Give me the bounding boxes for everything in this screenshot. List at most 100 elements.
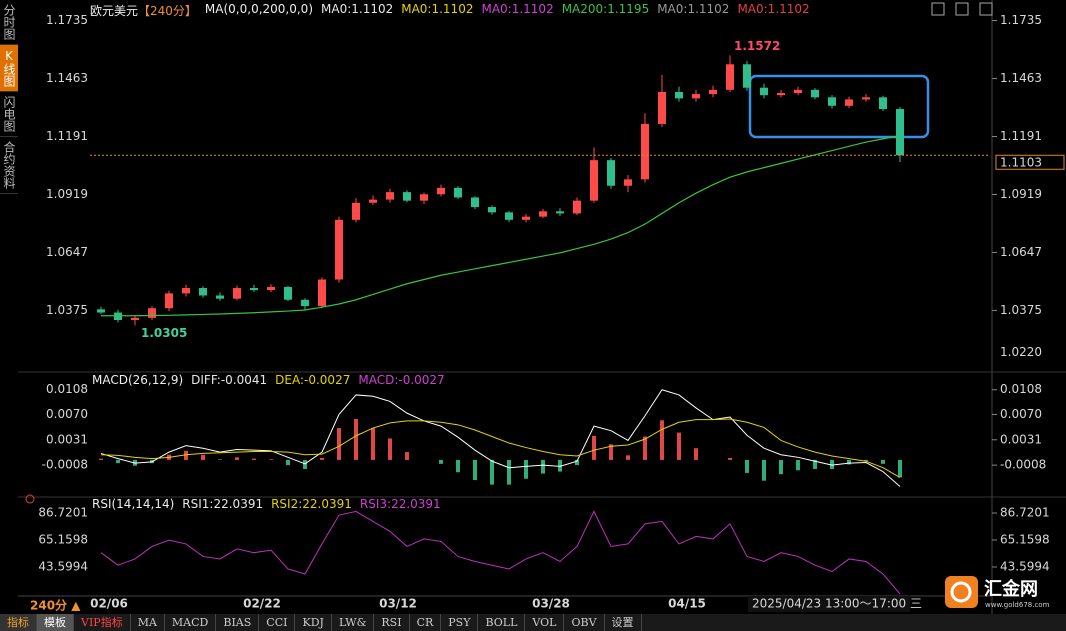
y-tick-label: 1.1191 bbox=[46, 129, 88, 143]
candle-body bbox=[539, 211, 547, 217]
window-icons bbox=[931, 2, 993, 16]
toolbar-item[interactable]: 模板 bbox=[37, 614, 74, 631]
x-tick-label: 04/15 bbox=[668, 597, 706, 611]
candle-body bbox=[709, 89, 717, 95]
legend-entry: MA0:1.1102 bbox=[657, 2, 730, 16]
candle-body bbox=[131, 317, 139, 320]
candle-body bbox=[471, 197, 479, 208]
period-selector[interactable]: 240分 ▲ bbox=[30, 598, 81, 613]
macd-bar bbox=[847, 459, 851, 465]
legend-entry: RSI2:22.0391 bbox=[271, 497, 352, 511]
candle-body bbox=[199, 288, 207, 296]
candle-body bbox=[862, 97, 870, 100]
panel-header: 欧元美元 【240分】 MA(0,0,0,200,0,0) MA0:1.1102 MA0… bbox=[90, 2, 810, 19]
sidebar-tab[interactable]: K线图 bbox=[0, 45, 18, 92]
candle-body bbox=[828, 97, 836, 106]
toolbar-item[interactable]: VIP指标 bbox=[74, 614, 131, 631]
macd-bar bbox=[830, 459, 834, 470]
y-tick-label: 65.1598 bbox=[38, 532, 88, 546]
toolbar: 指标 模板 VIP指标 MA MACD BIAS CCI KDJ LW& RSI CR PSY BOLL… bbox=[0, 614, 1066, 631]
panel-title: RSI(14,14,14) bbox=[92, 497, 175, 511]
sidebar-tab[interactable]: 分时图 bbox=[0, 0, 18, 45]
toolbar-item[interactable]: CCI bbox=[259, 614, 296, 631]
y-tick-label: 0.0070 bbox=[46, 407, 88, 421]
candle-body bbox=[386, 192, 394, 200]
candle-body bbox=[794, 89, 802, 94]
toolbar-item[interactable]: 指标 bbox=[0, 614, 37, 631]
candle-body bbox=[318, 279, 326, 307]
candle-body bbox=[505, 212, 513, 220]
macd-bar bbox=[320, 457, 324, 460]
macd-bar bbox=[99, 458, 103, 460]
toolbar-item[interactable]: CR bbox=[410, 614, 442, 631]
sidebar-tab[interactable]: 闪电图 bbox=[0, 92, 18, 137]
y-tick-label-right: 0.0070 bbox=[1000, 407, 1042, 421]
macd-bar bbox=[490, 459, 494, 485]
macd-bar bbox=[575, 459, 579, 466]
macd-bar bbox=[252, 458, 256, 460]
y-tick-label-right: 1.1463 bbox=[1000, 71, 1042, 85]
macd-bar bbox=[864, 459, 868, 462]
macd-bar bbox=[405, 452, 409, 460]
indicator-label: MA(0,0,0,200,0,0) bbox=[204, 2, 313, 16]
candle-body bbox=[624, 179, 632, 186]
toolbar-item[interactable]: 设置 bbox=[605, 614, 642, 631]
candle-body bbox=[641, 123, 649, 180]
y-tick-label: 0.0031 bbox=[46, 432, 88, 446]
toolbar-item[interactable]: PSY bbox=[441, 614, 479, 631]
candle-body bbox=[301, 299, 309, 307]
macd-bar bbox=[660, 420, 664, 460]
candle-body bbox=[777, 93, 785, 96]
candle-body bbox=[607, 160, 615, 186]
legend-entry: DIFF:-0.0041 bbox=[191, 373, 268, 387]
logo-icon bbox=[950, 581, 972, 603]
candle-body bbox=[760, 87, 768, 96]
toolbar-item[interactable]: RSI bbox=[374, 614, 410, 631]
macd-bar bbox=[439, 459, 443, 464]
y-tick-label: 1.0919 bbox=[46, 187, 88, 201]
y-tick-label-right: 86.7201 bbox=[1000, 505, 1050, 519]
candle-body bbox=[488, 207, 496, 213]
candle-body bbox=[420, 194, 428, 201]
sidebar: 分时图 K线图 闪电图 合约资料 bbox=[0, 0, 18, 194]
candle-body bbox=[845, 99, 853, 106]
toolbar-item[interactable]: LW& bbox=[332, 614, 375, 631]
macd-bar bbox=[643, 436, 647, 460]
sidebar-tab[interactable]: 合约资料 bbox=[0, 137, 18, 194]
y-tick-label: 1.1735 bbox=[46, 13, 88, 27]
logo-url: www.gold678.com bbox=[985, 601, 1050, 609]
toolbar-item[interactable]: OBV bbox=[564, 614, 605, 631]
toolbar-item[interactable]: VOL bbox=[525, 614, 565, 631]
macd-bar bbox=[779, 459, 783, 475]
candle-body bbox=[879, 97, 887, 110]
toolbar-item[interactable]: MA bbox=[131, 614, 165, 631]
legend-entry: MA0:1.1102 bbox=[737, 2, 810, 16]
candle-body bbox=[233, 288, 241, 299]
candle-body bbox=[369, 199, 377, 203]
macd-bar bbox=[116, 459, 120, 464]
toolbar-item[interactable]: BIAS bbox=[216, 614, 260, 631]
toolbar-item[interactable]: KDJ bbox=[295, 614, 332, 631]
legend-entry: MA0:1.1102 bbox=[481, 2, 554, 16]
macd-bar bbox=[728, 457, 732, 460]
y-tick-label-right: 0.0108 bbox=[1000, 382, 1042, 396]
panel-header: MACD(26,12,9) DIFF:-0.0041 DEA:-0.0027 MACD… bbox=[92, 373, 445, 387]
toolbar-item[interactable]: BOLL bbox=[478, 614, 526, 631]
y-tick-label-right: 1.1191 bbox=[1000, 129, 1042, 143]
macd-bar bbox=[371, 428, 375, 460]
candle-body bbox=[335, 219, 343, 280]
candle-body bbox=[743, 64, 751, 88]
low-annotation: 1.0305 bbox=[141, 326, 187, 340]
legend-entry: RSI3:22.0391 bbox=[359, 497, 441, 511]
y-tick-label-right: 43.5994 bbox=[1000, 559, 1050, 573]
candle-body bbox=[556, 211, 564, 214]
toolbar-item[interactable]: MACD bbox=[165, 614, 217, 631]
x-tick-label: 02/22 bbox=[243, 597, 281, 611]
macd-bar bbox=[796, 459, 800, 471]
chart: 2025/04/23 13:00～17:00 三 240分 ▲ 汇金网 www.… bbox=[18, 0, 1066, 614]
macd-bar bbox=[507, 459, 511, 485]
macd-line bbox=[100, 389, 901, 487]
indicator-icon[interactable] bbox=[25, 494, 35, 504]
candle-body bbox=[284, 286, 292, 300]
macd-bar bbox=[354, 418, 358, 460]
